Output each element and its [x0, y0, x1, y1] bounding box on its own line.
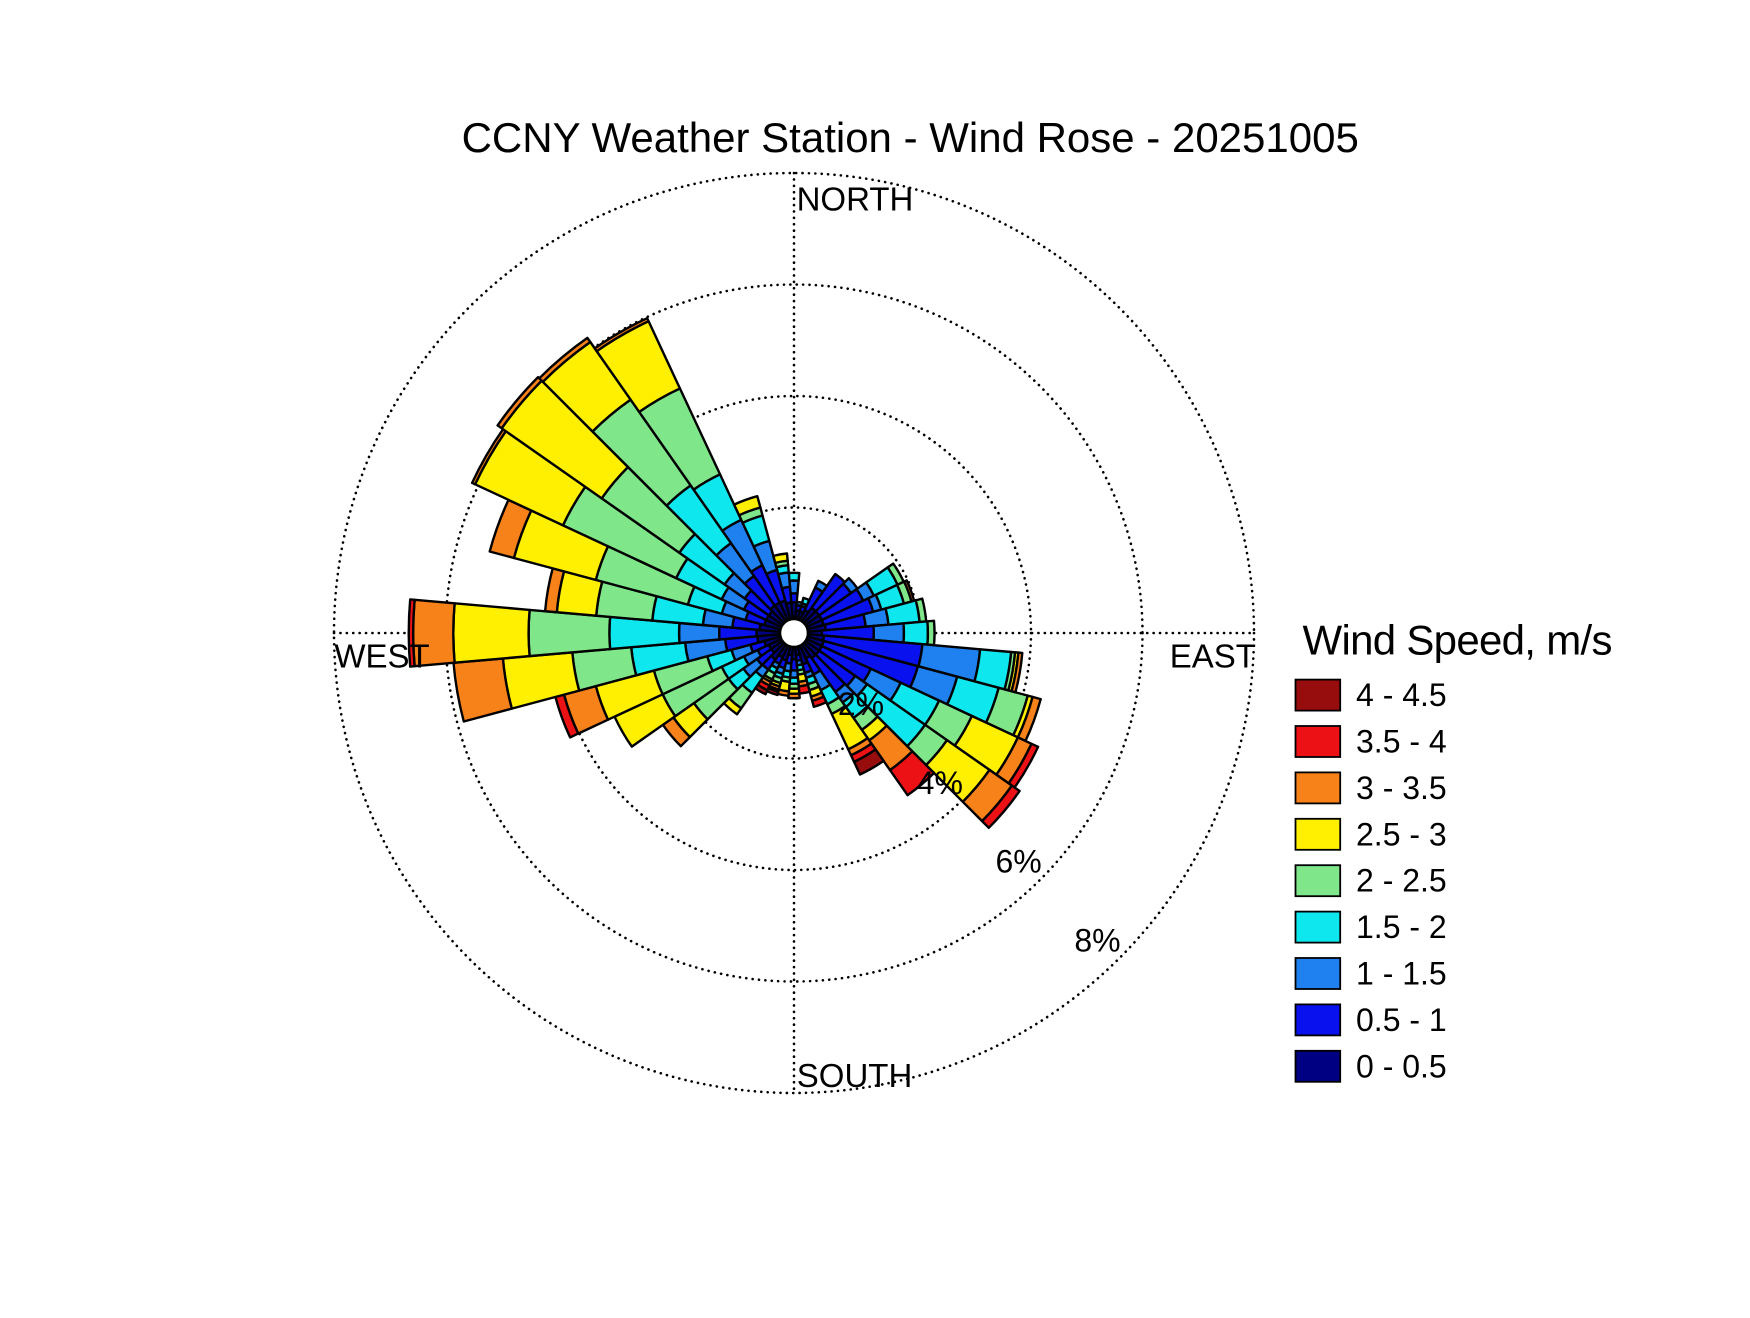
svg-text:Wind Speed, m/s: Wind Speed, m/s — [1303, 616, 1613, 663]
svg-text:8%: 8% — [1074, 923, 1120, 959]
svg-text:2 - 2.5: 2 - 2.5 — [1356, 863, 1447, 899]
svg-text:CCNY Weather Station - Wind Ro: CCNY Weather Station - Wind Rose - 20251… — [462, 114, 1359, 161]
svg-text:1 - 1.5: 1 - 1.5 — [1356, 956, 1447, 992]
svg-text:WEST: WEST — [334, 638, 429, 675]
svg-text:EAST: EAST — [1170, 637, 1256, 674]
svg-text:3 - 3.5: 3 - 3.5 — [1356, 770, 1447, 806]
svg-text:2%: 2% — [838, 686, 884, 722]
svg-text:2.5 - 3: 2.5 - 3 — [1356, 816, 1447, 852]
svg-text:4 - 4.5: 4 - 4.5 — [1356, 677, 1447, 713]
svg-text:SOUTH: SOUTH — [797, 1057, 913, 1094]
svg-text:4%: 4% — [917, 765, 963, 801]
svg-text:6%: 6% — [995, 844, 1041, 880]
svg-text:0.5 - 1: 0.5 - 1 — [1356, 1002, 1447, 1038]
svg-text:3.5 - 4: 3.5 - 4 — [1356, 724, 1447, 760]
svg-text:0 - 0.5: 0 - 0.5 — [1356, 1048, 1447, 1084]
svg-text:1.5 - 2: 1.5 - 2 — [1356, 909, 1447, 945]
svg-text:NORTH: NORTH — [797, 180, 914, 217]
